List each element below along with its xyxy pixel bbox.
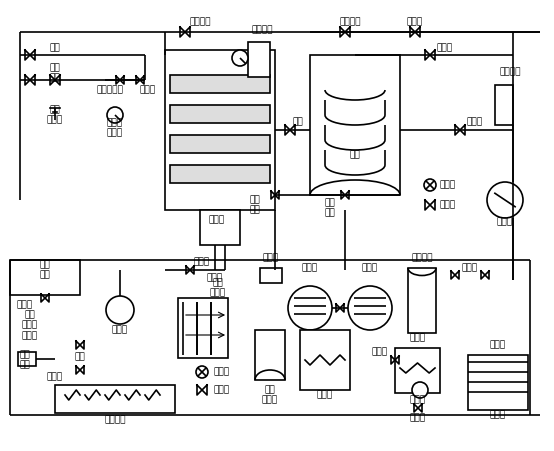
Text: 真空测头: 真空测头: [499, 68, 521, 77]
Bar: [248, 42, 270, 77]
Circle shape: [487, 182, 523, 218]
Bar: [165, 50, 275, 210]
Text: 膨胀阀: 膨胀阀: [214, 368, 230, 377]
Text: 过滤器: 过滤器: [263, 253, 279, 262]
Text: 箱入口阀: 箱入口阀: [189, 18, 211, 27]
Text: 氮气: 氮气: [50, 43, 60, 52]
Text: 油分离器: 油分离器: [411, 253, 433, 262]
Bar: [178, 298, 228, 358]
Text: 冷併: 冷併: [350, 151, 360, 160]
Text: 循环泵: 循环泵: [112, 326, 128, 335]
Circle shape: [412, 382, 428, 398]
Text: 电接点
压力表: 电接点 压力表: [107, 118, 123, 138]
Text: 冷凝器: 冷凝器: [410, 333, 426, 342]
Bar: [310, 55, 400, 195]
Text: 板式
换热器: 板式 换热器: [210, 278, 226, 298]
Text: 硅油
压力表
继电器: 硅油 压力表 继电器: [22, 310, 38, 340]
Bar: [200, 210, 240, 245]
Text: 电加热器: 电加热器: [104, 415, 126, 424]
Text: 真空测头: 真空测头: [252, 26, 273, 34]
Text: 中冷器: 中冷器: [317, 391, 333, 400]
Bar: [170, 75, 270, 93]
Text: 漏气调节阀: 漏气调节阀: [96, 86, 124, 95]
Circle shape: [288, 286, 332, 330]
Text: 汽液
分离器: 汽液 分离器: [262, 385, 278, 405]
Text: 真空泵: 真空泵: [497, 217, 513, 226]
Text: 液压缸: 液压缸: [207, 273, 223, 282]
Bar: [18, 352, 36, 366]
Text: 安全
温控: 安全 温控: [19, 350, 30, 370]
Bar: [395, 348, 440, 393]
Text: 主阀: 主阀: [293, 118, 304, 126]
Bar: [408, 268, 436, 333]
Bar: [495, 85, 513, 125]
Text: 出液阀: 出液阀: [490, 341, 506, 350]
Bar: [468, 355, 528, 410]
Bar: [55, 385, 175, 413]
Circle shape: [107, 107, 123, 123]
Text: 冻干箱: 冻干箱: [209, 216, 225, 225]
Text: 真空
安全阀: 真空 安全阀: [47, 105, 63, 124]
Bar: [255, 330, 285, 380]
Text: 併排
出阀: 併排 出阀: [325, 198, 335, 218]
Text: 手阀: 手阀: [75, 353, 85, 362]
Text: 除霜阀: 除霜阀: [407, 18, 423, 27]
Circle shape: [232, 50, 248, 66]
Text: 箱排
出阀: 箱排 出阀: [250, 195, 260, 215]
Text: 膨胀
容器: 膨胀 容器: [40, 260, 50, 280]
Text: 安全阀: 安全阀: [462, 263, 478, 272]
Text: 无菌
空气: 无菌 空气: [50, 63, 60, 83]
Text: 单向阀: 单向阀: [467, 118, 483, 126]
Bar: [170, 165, 270, 183]
Bar: [300, 330, 350, 390]
Bar: [260, 268, 282, 283]
Bar: [170, 105, 270, 123]
Text: 电磁阀: 电磁阀: [214, 386, 230, 395]
Circle shape: [196, 366, 208, 378]
Text: 抽空阀: 抽空阀: [437, 43, 453, 52]
Circle shape: [424, 179, 436, 191]
Text: 膨胀阀: 膨胀阀: [410, 396, 426, 405]
Circle shape: [348, 286, 392, 330]
Text: 高压级: 高压级: [362, 263, 378, 272]
Text: 单向阀: 单向阀: [194, 258, 210, 267]
Text: 膨胀阀: 膨胀阀: [440, 180, 456, 189]
Bar: [10, 260, 80, 295]
Text: 回油阀: 回油阀: [372, 348, 388, 356]
Text: 电磁阀: 电磁阀: [440, 201, 456, 210]
Text: 电磁阀: 电磁阀: [140, 86, 156, 95]
Text: 过滤器: 过滤器: [490, 410, 506, 419]
Text: 电磁阀: 电磁阀: [410, 414, 426, 423]
Text: 放气阀: 放气阀: [47, 373, 63, 382]
Bar: [170, 135, 270, 153]
Text: 併入口阀: 併入口阀: [339, 18, 361, 27]
Text: 放油阀: 放油阀: [17, 300, 33, 309]
Circle shape: [106, 296, 134, 324]
Text: 低压级: 低压级: [302, 263, 318, 272]
